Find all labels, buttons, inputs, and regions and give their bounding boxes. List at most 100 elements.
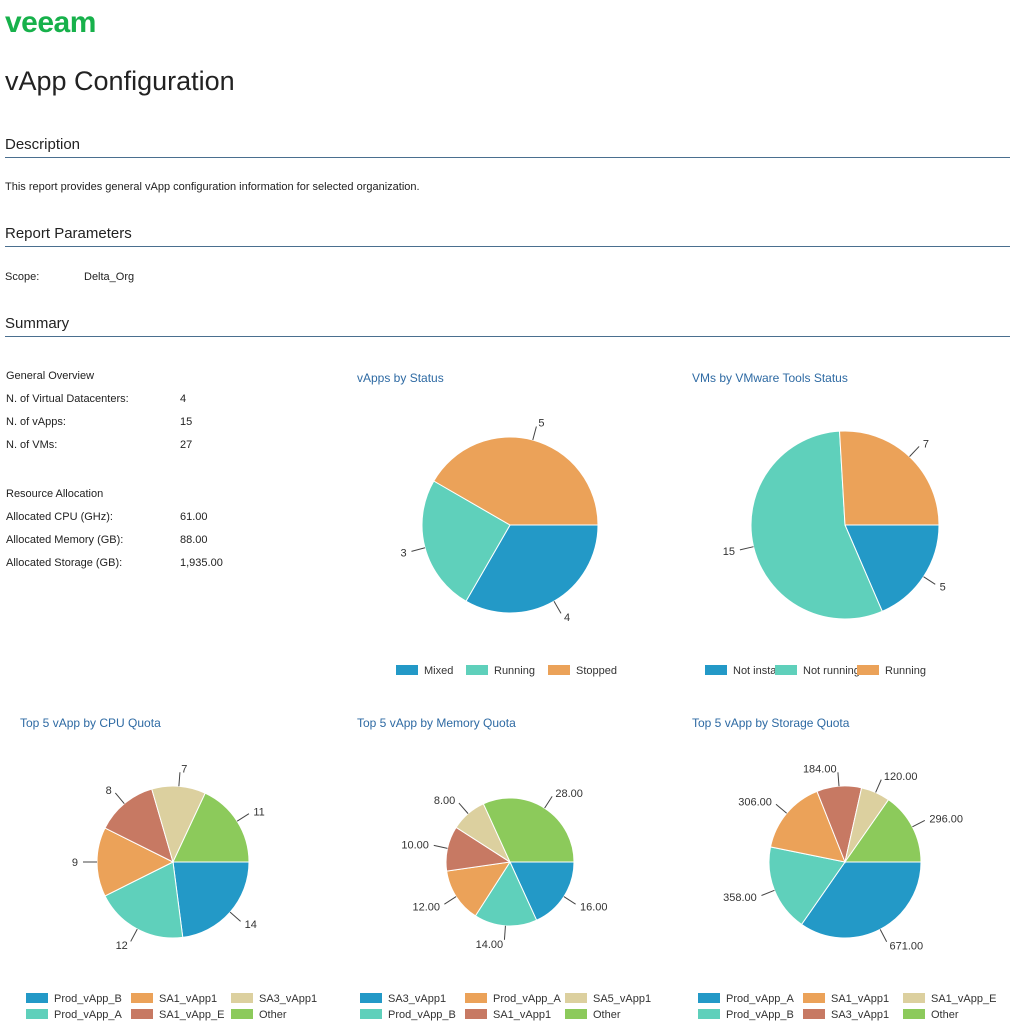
pie-slice xyxy=(844,524,940,612)
resource-label: Allocated Storage (GB): xyxy=(6,557,123,569)
resource-allocation-title: Resource Allocation xyxy=(6,488,104,500)
chart-title-memory-quota: Top 5 vApp by Memory Quota xyxy=(357,716,516,730)
data-label: 28.00 xyxy=(555,788,583,800)
legend-item: Prod_vApp_A xyxy=(26,1009,122,1021)
legend-item: SA1_vApp_E xyxy=(903,993,996,1005)
legend-swatch xyxy=(465,993,487,1003)
section-title-parameters: Report Parameters xyxy=(5,225,132,242)
data-label: 7 xyxy=(181,763,187,775)
legend-item: Mixed xyxy=(396,665,453,677)
leader-line xyxy=(236,813,250,822)
data-label: 14 xyxy=(245,919,257,931)
legend-label: Prod_vApp_B xyxy=(726,1009,794,1021)
section-title-description: Description xyxy=(5,136,81,153)
leader-line xyxy=(775,803,788,814)
data-label: 5 xyxy=(940,582,946,594)
legend-swatch xyxy=(131,993,153,1003)
legend-vm-tools: Not installed Not running Running xyxy=(705,665,1005,681)
legend-swatch xyxy=(360,993,382,1003)
chart-title-storage-quota: Top 5 vApp by Storage Quota xyxy=(692,716,850,730)
data-label: 7 xyxy=(923,439,929,451)
data-label: 671.00 xyxy=(890,940,924,952)
overview-value: 27 xyxy=(180,439,193,451)
resource-value: 88.00 xyxy=(180,534,208,546)
legend-label: Prod_vApp_B xyxy=(388,1009,456,1021)
data-label: 12 xyxy=(116,940,128,952)
legend-label: Not running xyxy=(803,665,860,677)
leader-line xyxy=(563,896,576,905)
data-label: 5 xyxy=(538,418,544,430)
legend-swatch xyxy=(231,1009,253,1019)
pie-slice xyxy=(465,524,599,614)
leader-line xyxy=(114,792,125,804)
pie-slice xyxy=(433,436,599,526)
legend-label: Prod_vApp_A xyxy=(726,993,794,1005)
legend-item: Prod_vApp_A xyxy=(465,993,561,1005)
pie-slice xyxy=(769,790,846,863)
legend-swatch xyxy=(803,1009,825,1019)
pie-slice xyxy=(172,861,250,938)
section-title-summary: Summary xyxy=(5,315,70,332)
section-divider xyxy=(5,246,1010,247)
general-overview-title: General Overview xyxy=(6,370,95,382)
pie-slice xyxy=(96,827,175,897)
description-text: This report provides general vApp config… xyxy=(5,181,420,193)
leader-line xyxy=(739,546,754,551)
pie-slice xyxy=(172,792,250,863)
resource-label: Allocated Memory (GB): xyxy=(6,534,124,546)
resource-value: 61.00 xyxy=(180,511,208,523)
pie-slice xyxy=(446,861,512,917)
leader-line xyxy=(229,911,241,922)
overview-label: N. of vApps: xyxy=(6,416,66,428)
leader-line xyxy=(444,896,457,905)
leader-line xyxy=(458,802,469,814)
leader-line xyxy=(544,796,553,809)
legend-vapps-status: Mixed Running Stopped xyxy=(396,665,696,681)
legend-label: Running xyxy=(494,665,535,677)
legend-label: Prod_vApp_A xyxy=(493,993,561,1005)
data-label: 184.00 xyxy=(803,763,837,775)
legend-item: SA3_vApp1 xyxy=(231,993,317,1005)
pie-slice xyxy=(104,788,174,863)
legend-memory-quota: SA3_vApp1 Prod_vApp_B Prod_vApp_A SA1_vApp1… xyxy=(360,993,680,1027)
overview-label: N. of Virtual Datacenters: xyxy=(6,393,129,405)
legend-swatch xyxy=(775,665,797,675)
legend-label: SA3_vApp1 xyxy=(831,1009,890,1021)
legend-swatch xyxy=(857,665,879,675)
legend-item: SA3_vApp1 xyxy=(803,1009,889,1021)
legend-item: Prod_vApp_B xyxy=(26,993,122,1005)
legend-swatch xyxy=(465,1009,487,1019)
leader-line xyxy=(553,600,562,614)
data-label: 8 xyxy=(106,785,112,797)
legend-item: SA1_vApp_E xyxy=(131,1009,224,1021)
leader-line xyxy=(130,928,138,942)
data-label: 3 xyxy=(400,547,406,559)
legend-item: Running xyxy=(857,665,926,677)
legend-swatch xyxy=(360,1009,382,1019)
legend-label: Other xyxy=(593,1009,621,1021)
pie-slice xyxy=(474,860,538,927)
data-label: 10.00 xyxy=(401,840,429,852)
legend-label: Other xyxy=(931,1009,959,1021)
overview-label: N. of VMs: xyxy=(6,439,58,451)
legend-swatch xyxy=(565,993,587,1003)
section-divider xyxy=(5,336,1010,337)
data-label: 358.00 xyxy=(723,892,757,904)
legend-swatch xyxy=(548,665,570,675)
data-label: 14.00 xyxy=(476,939,504,951)
legend-label: SA1_vApp_E xyxy=(159,1009,225,1021)
data-label: 4 xyxy=(564,612,570,624)
legend-label: Prod_vApp_B xyxy=(54,993,122,1005)
legend-swatch xyxy=(466,665,488,675)
legend-item: SA3_vApp1 xyxy=(360,993,446,1005)
legend-label: Running xyxy=(885,665,926,677)
data-label: 12.00 xyxy=(412,901,440,913)
legend-item: Other xyxy=(565,1009,621,1021)
data-label: 120.00 xyxy=(884,771,918,783)
section-divider xyxy=(5,157,1010,158)
legend-label: SA3_vApp1 xyxy=(259,993,318,1005)
leader-line xyxy=(503,925,506,940)
legend-item: SA5_vApp1 xyxy=(565,993,651,1005)
legend-swatch xyxy=(26,1009,48,1019)
legend-label: Stopped xyxy=(576,665,617,677)
